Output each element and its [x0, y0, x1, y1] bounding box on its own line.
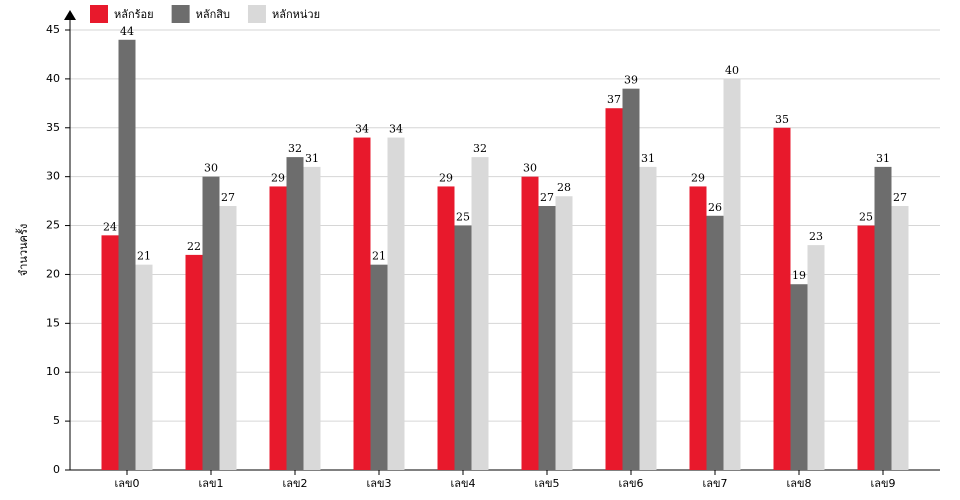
y-tick-label: 40	[46, 72, 60, 85]
bar	[353, 137, 371, 471]
value-label: 25	[456, 211, 470, 224]
bar	[101, 235, 119, 470]
bar	[219, 206, 237, 470]
bar	[135, 264, 153, 470]
value-label: 19	[792, 269, 806, 282]
value-label: 23	[809, 230, 823, 243]
value-label: 27	[221, 191, 235, 204]
bar	[538, 206, 556, 470]
value-label: 28	[557, 181, 571, 194]
bar	[706, 215, 724, 470]
bar	[185, 254, 203, 470]
legend-label: หลักสิบ	[196, 8, 230, 21]
y-tick-label: 5	[53, 414, 60, 427]
value-label: 21	[372, 250, 386, 263]
value-label: 44	[120, 25, 134, 38]
x-tick-label: เลข8	[786, 477, 811, 490]
bar	[370, 264, 388, 470]
y-tick-label: 25	[46, 219, 60, 232]
legend-swatch	[171, 5, 190, 23]
x-tick-label: เลข4	[450, 477, 475, 490]
x-tick-label: เลข2	[282, 477, 307, 490]
y-axis-label: จำนวนครั้ง	[15, 224, 30, 276]
value-label: 29	[271, 171, 285, 184]
bar	[269, 186, 287, 470]
value-label: 31	[876, 152, 890, 165]
bar	[790, 284, 808, 470]
x-tick-label: เลข1	[198, 477, 223, 490]
legend-label: หลักร้อย	[114, 8, 154, 21]
bar	[471, 157, 489, 470]
bar	[723, 78, 741, 470]
value-label: 37	[607, 93, 621, 106]
value-label: 29	[691, 171, 705, 184]
x-tick-label: เลข3	[366, 477, 391, 490]
bar	[622, 88, 640, 471]
y-tick-label: 35	[46, 121, 60, 134]
x-tick-label: เลข5	[534, 477, 559, 490]
value-label: 22	[187, 240, 201, 253]
value-label: 29	[439, 171, 453, 184]
bar	[387, 137, 405, 471]
value-label: 31	[641, 152, 655, 165]
value-label: 32	[473, 142, 487, 155]
legend-label: หลักหน่วย	[272, 8, 320, 21]
y-tick-label: 10	[46, 365, 60, 378]
x-tick-label: เลข7	[702, 477, 727, 490]
value-label: 27	[893, 191, 907, 204]
bar	[857, 225, 875, 470]
bar	[454, 225, 472, 470]
value-label: 25	[859, 211, 873, 224]
legend-swatch	[247, 5, 266, 23]
value-label: 39	[624, 74, 638, 87]
value-label: 40	[725, 64, 739, 77]
bar	[891, 206, 909, 470]
y-tick-label: 20	[46, 267, 60, 280]
bar	[202, 176, 220, 470]
legend-swatch	[90, 5, 108, 23]
bar	[303, 166, 321, 470]
bar	[437, 186, 455, 470]
x-tick-label: เลข0	[114, 477, 139, 490]
x-tick-label: เลข6	[618, 477, 643, 490]
value-label: 31	[305, 152, 319, 165]
y-tick-label: 45	[46, 23, 60, 36]
bar	[286, 157, 304, 470]
y-tick-label: 30	[46, 170, 60, 183]
bar	[605, 108, 623, 470]
value-label: 27	[540, 191, 554, 204]
bar	[689, 186, 707, 470]
value-label: 35	[775, 113, 789, 126]
value-label: 26	[708, 201, 722, 214]
bar	[118, 39, 136, 471]
bar	[555, 196, 573, 470]
value-label: 34	[355, 123, 369, 136]
bar	[807, 245, 825, 470]
value-label: 24	[103, 220, 117, 233]
value-label: 21	[137, 250, 151, 263]
y-tick-label: 15	[46, 316, 60, 329]
value-label: 32	[288, 142, 302, 155]
bar	[639, 166, 657, 470]
value-label: 34	[389, 123, 403, 136]
value-label: 30	[523, 162, 537, 175]
x-tick-label: เลข9	[870, 477, 895, 490]
value-label: 30	[204, 162, 218, 175]
bar	[874, 166, 892, 470]
y-tick-label: 0	[53, 463, 60, 476]
bar	[521, 176, 539, 470]
bar	[773, 127, 791, 471]
